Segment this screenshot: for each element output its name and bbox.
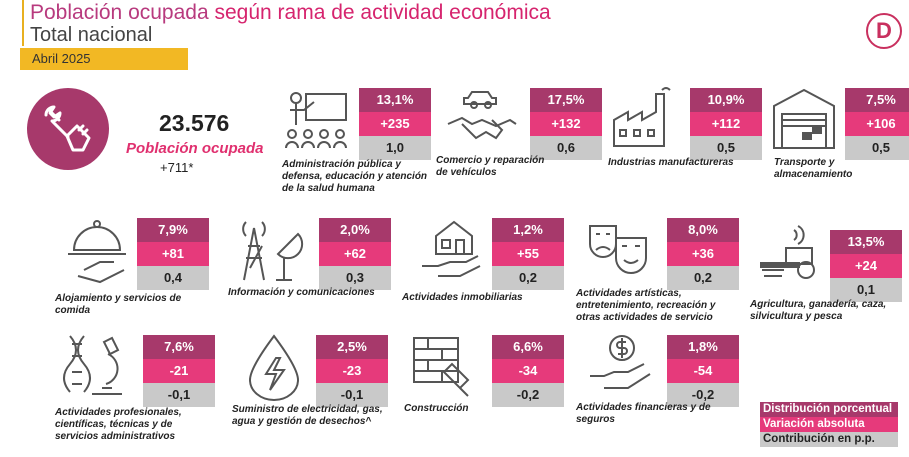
sector-card: 2,0% +62 0,3	[319, 218, 391, 290]
variation-value: +112	[690, 112, 762, 136]
contribution-value: -0,1	[316, 383, 388, 407]
distribution-value: 7,6%	[143, 335, 215, 359]
theater-masks-icon	[586, 218, 652, 289]
contribution-value: 0,5	[845, 136, 909, 160]
title-part-2: ocupada	[128, 1, 209, 24]
contribution-value: 1,0	[359, 136, 431, 160]
total-employed-value: 23.576	[159, 110, 230, 136]
title-part-1: Población	[30, 1, 123, 24]
contribution-value: 0,5	[690, 136, 762, 160]
distribution-value: 13,1%	[359, 88, 431, 112]
total-employed-variation: +711*	[160, 160, 194, 175]
sector-card: 7,6% -21 -0,1	[143, 335, 215, 407]
distribution-value: 7,9%	[137, 218, 209, 242]
page-title: Población ocupada según rama de activida…	[30, 1, 551, 25]
sector-card: 7,9% +81 0,4	[137, 218, 209, 290]
legend-contribution: Contribución en p.p.	[760, 432, 898, 447]
legend-distribution: Distribución porcentual	[760, 402, 898, 417]
sector-card: 10,9% +112 0,5	[690, 88, 762, 160]
sector-label: Actividades inmobiliarias	[402, 292, 523, 303]
title-part-3: según rama de actividad económica	[214, 1, 551, 24]
contribution-value: 0,4	[137, 266, 209, 290]
variation-value: +36	[667, 242, 739, 266]
total-employed-label: Población ocupada	[126, 140, 264, 157]
variation-value: +106	[845, 112, 909, 136]
date-badge: Abril 2025	[20, 48, 188, 70]
distribution-value: 17,5%	[530, 88, 602, 112]
sector-label: Industrias manufactureras	[608, 157, 734, 168]
sector-label: Actividades artísticas, entretenimiento,…	[576, 288, 716, 323]
contribution-value: 0,1	[830, 278, 902, 302]
distribution-value: 7,5%	[845, 88, 909, 112]
antenna-icon	[238, 218, 310, 289]
distribution-value: 2,5%	[316, 335, 388, 359]
sector-label: Actividades profesionales, científicas, …	[55, 407, 182, 442]
house-hand-icon	[420, 216, 486, 287]
microscope-dna-icon	[62, 332, 132, 407]
sector-card: 6,6% -34 -0,2	[492, 335, 564, 407]
variation-value: -34	[492, 359, 564, 383]
handshake-car-icon	[446, 84, 518, 159]
warehouse-icon	[772, 86, 838, 157]
sector-card: 17,5% +132 0,6	[530, 88, 602, 160]
wrench-hand-icon	[27, 88, 109, 170]
date-label: Abril 2025	[32, 51, 91, 66]
sector-label: Agricultura, ganadería, caza, silvicultu…	[750, 299, 887, 322]
sector-card: 13,1% +235 1,0	[359, 88, 431, 160]
distribution-value: 1,8%	[667, 335, 739, 359]
tractor-icon	[758, 224, 830, 289]
bricks-trowel-icon	[408, 332, 474, 403]
contribution-value: -0,2	[667, 383, 739, 407]
legend-variation: Variación absoluta	[760, 417, 898, 432]
sector-label: Comercio y reparación de vehículos	[436, 155, 545, 178]
logo: D	[866, 13, 902, 49]
title-accent-bar	[22, 0, 24, 46]
teacher-icon	[284, 88, 354, 159]
contribution-value: -0,2	[492, 383, 564, 407]
distribution-value: 13,5%	[830, 230, 902, 254]
sector-label: Alojamiento y servicios de comida	[55, 293, 182, 316]
variation-value: +62	[319, 242, 391, 266]
sector-label: Construcción	[404, 403, 469, 414]
variation-value: +132	[530, 112, 602, 136]
sector-card: 1,2% +55 0,2	[492, 218, 564, 290]
contribution-value: 0,3	[319, 266, 391, 290]
factory-icon	[610, 86, 682, 157]
distribution-value: 8,0%	[667, 218, 739, 242]
contribution-value: -0,1	[143, 383, 215, 407]
variation-value: -23	[316, 359, 388, 383]
variation-value: -54	[667, 359, 739, 383]
page-subtitle: Total nacional	[30, 24, 153, 46]
money-hand-icon	[588, 332, 654, 403]
sector-label: Administración pública y defensa, educac…	[282, 159, 428, 194]
variation-value: +235	[359, 112, 431, 136]
sector-label: Actividades financieras y de seguros	[576, 402, 711, 425]
sector-card: 8,0% +36 0,2	[667, 218, 739, 290]
distribution-value: 10,9%	[690, 88, 762, 112]
legend: Distribución porcentual Variación absolu…	[760, 402, 898, 447]
variation-value: +81	[137, 242, 209, 266]
sector-label: Transporte y almacenamiento	[774, 157, 853, 180]
contribution-value: 0,6	[530, 136, 602, 160]
sector-card: 7,5% +106 0,5	[845, 88, 909, 160]
contribution-value: 0,2	[492, 266, 564, 290]
sector-card: 1,8% -54 -0,2	[667, 335, 739, 407]
sector-label: Suministro de electricidad, gas, agua y …	[232, 404, 383, 427]
logo-letter: D	[876, 18, 892, 43]
distribution-value: 6,6%	[492, 335, 564, 359]
variation-value: -21	[143, 359, 215, 383]
sector-label: Información y comunicaciones	[228, 287, 375, 298]
distribution-value: 1,2%	[492, 218, 564, 242]
sector-card: 13,5% +24 0,1	[830, 230, 902, 302]
energy-drop-icon	[244, 332, 304, 407]
variation-value: +55	[492, 242, 564, 266]
distribution-value: 2,0%	[319, 218, 391, 242]
sector-card: 2,5% -23 -0,1	[316, 335, 388, 407]
variation-value: +24	[830, 254, 902, 278]
contribution-value: 0,2	[667, 266, 739, 290]
cloche-icon	[64, 216, 130, 293]
